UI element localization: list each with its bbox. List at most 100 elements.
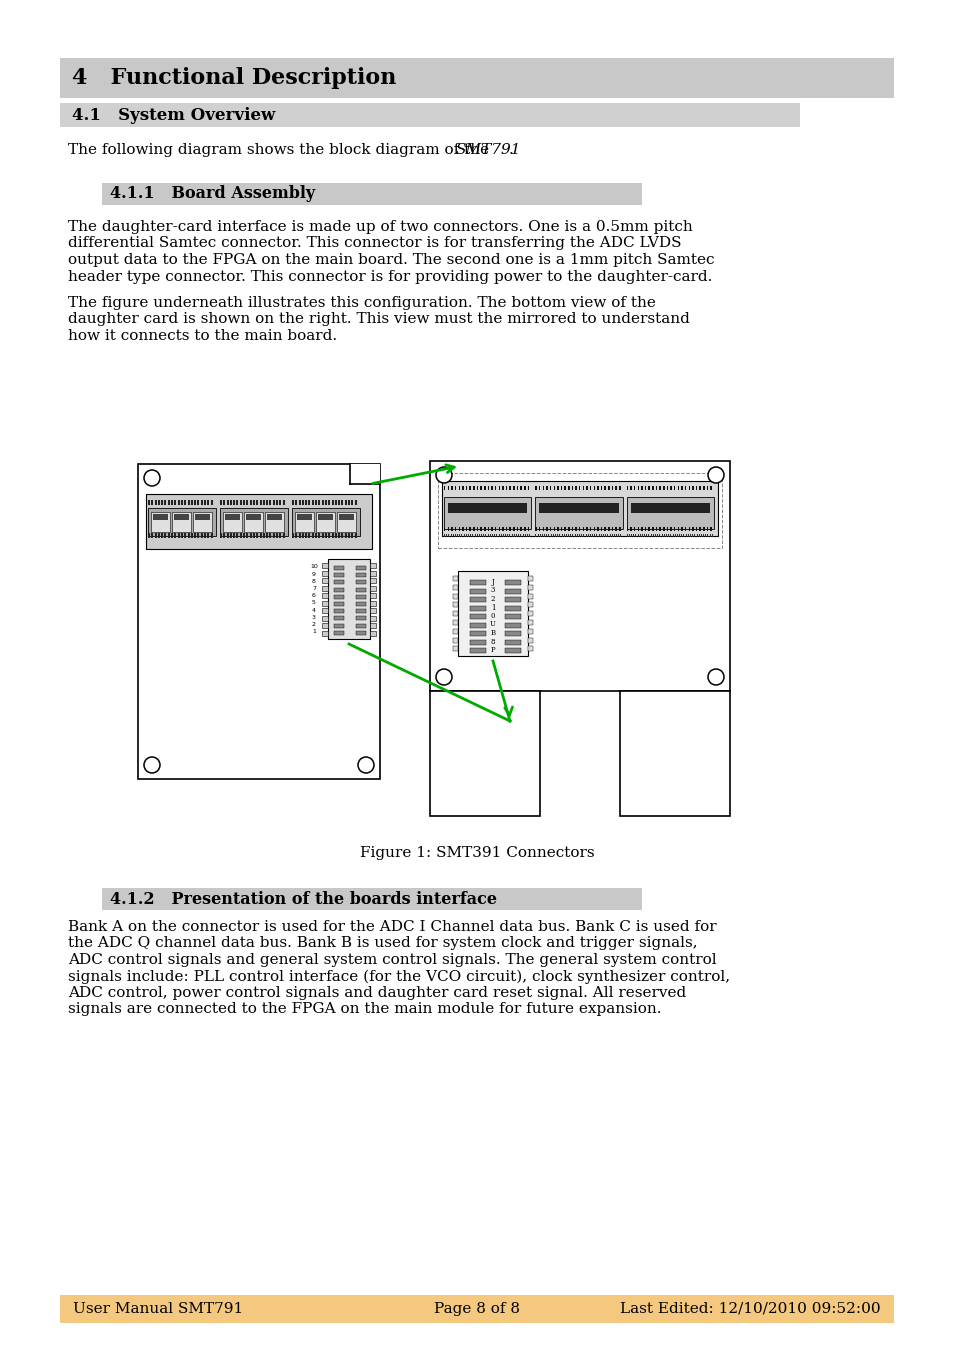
Bar xyxy=(504,606,520,610)
Bar xyxy=(282,500,284,505)
Bar xyxy=(294,512,314,532)
Text: J: J xyxy=(491,578,494,586)
Text: U: U xyxy=(490,621,496,629)
Bar xyxy=(696,535,697,537)
Bar xyxy=(355,533,356,539)
Bar xyxy=(527,602,533,608)
Bar xyxy=(461,535,462,537)
Bar xyxy=(655,526,657,531)
Text: 8: 8 xyxy=(490,637,495,645)
Bar xyxy=(191,500,193,505)
Bar xyxy=(308,500,310,505)
Text: The daughter-card interface is made up of two connectors. One is a 0.5mm pitch: The daughter-card interface is made up o… xyxy=(68,220,692,234)
Bar xyxy=(338,533,340,539)
Bar xyxy=(292,508,359,536)
Bar xyxy=(489,535,491,537)
Bar xyxy=(470,580,485,585)
Bar xyxy=(223,533,225,539)
Bar xyxy=(480,486,481,490)
Bar xyxy=(322,563,328,568)
Text: 0: 0 xyxy=(490,612,495,620)
Bar xyxy=(542,486,543,490)
Bar xyxy=(574,535,575,537)
Bar xyxy=(472,535,473,537)
Bar xyxy=(370,608,375,613)
Bar xyxy=(523,526,525,531)
Bar xyxy=(328,559,370,639)
Bar xyxy=(315,512,335,532)
Bar xyxy=(600,526,601,531)
Text: 7: 7 xyxy=(312,586,315,591)
Bar xyxy=(227,533,229,539)
Bar xyxy=(670,486,671,490)
Bar xyxy=(181,500,183,505)
Bar xyxy=(446,535,447,537)
Bar xyxy=(694,535,695,537)
Bar xyxy=(492,535,493,537)
Bar xyxy=(243,500,245,505)
Bar xyxy=(194,500,196,505)
Bar xyxy=(614,535,615,537)
Bar xyxy=(504,630,520,636)
Bar xyxy=(465,535,466,537)
Bar xyxy=(152,514,168,520)
Bar xyxy=(578,535,579,537)
Bar xyxy=(652,486,653,490)
Bar xyxy=(269,500,272,505)
Bar xyxy=(578,486,579,490)
Bar xyxy=(553,526,555,531)
Bar xyxy=(470,589,485,594)
Bar xyxy=(223,500,225,505)
Bar xyxy=(607,486,609,490)
Bar xyxy=(370,578,375,583)
Bar xyxy=(487,526,489,531)
Bar xyxy=(483,526,485,531)
Bar xyxy=(667,535,668,537)
Bar xyxy=(355,617,366,621)
Bar xyxy=(604,526,605,531)
Bar xyxy=(332,500,334,505)
Bar xyxy=(695,486,697,490)
Bar xyxy=(516,535,517,537)
Bar xyxy=(602,535,603,537)
Bar xyxy=(517,535,518,537)
Bar xyxy=(640,526,642,531)
Text: 4.1.2   Presentation of the boards interface: 4.1.2 Presentation of the boards interfa… xyxy=(110,891,497,907)
Bar xyxy=(453,647,457,652)
Bar xyxy=(292,533,294,539)
Bar xyxy=(561,535,562,537)
Bar xyxy=(578,526,579,531)
Bar xyxy=(317,514,333,520)
Bar xyxy=(504,535,506,537)
Bar xyxy=(451,486,453,490)
Bar xyxy=(325,533,327,539)
Bar xyxy=(172,512,191,532)
Text: 3: 3 xyxy=(490,586,495,594)
Bar xyxy=(473,526,474,531)
Bar xyxy=(711,535,712,537)
Bar xyxy=(177,500,179,505)
Bar xyxy=(256,500,258,505)
Bar xyxy=(630,486,631,490)
Bar xyxy=(158,500,160,505)
Bar xyxy=(194,514,210,520)
Bar xyxy=(279,500,281,505)
Bar xyxy=(321,500,323,505)
Bar xyxy=(325,500,327,505)
Bar xyxy=(593,486,595,490)
Bar xyxy=(355,602,366,606)
Bar xyxy=(688,526,689,531)
Bar xyxy=(338,514,354,520)
Bar xyxy=(513,486,514,490)
Bar xyxy=(298,533,300,539)
Bar xyxy=(615,526,617,531)
Bar xyxy=(465,486,467,490)
Bar xyxy=(273,500,274,505)
Bar xyxy=(555,535,556,537)
Bar xyxy=(657,535,658,537)
Bar xyxy=(677,535,678,537)
Bar xyxy=(501,526,503,531)
Bar xyxy=(154,533,156,539)
Bar xyxy=(702,535,703,537)
Bar xyxy=(509,486,511,490)
